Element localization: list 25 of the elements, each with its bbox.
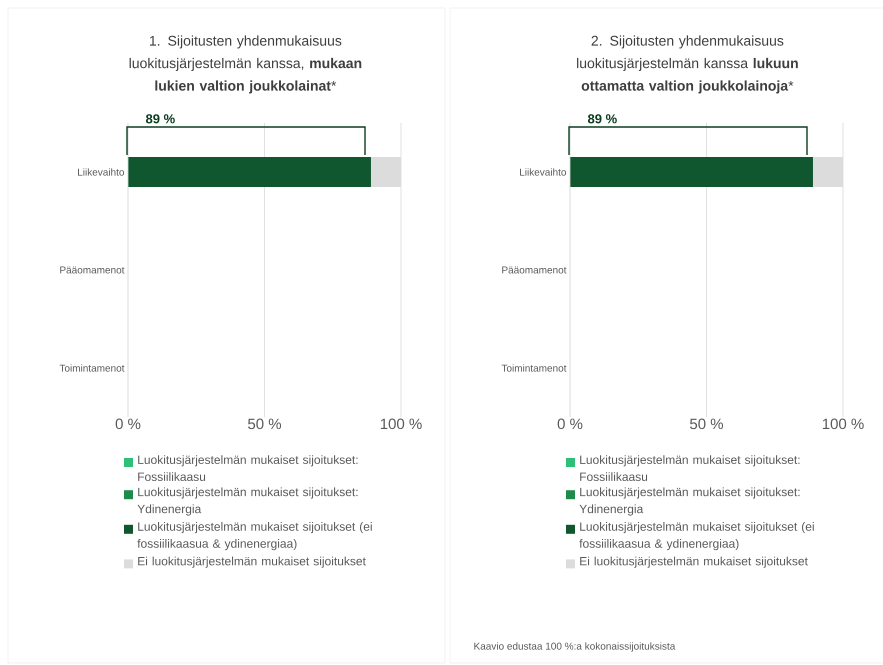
y-tick-label: Pääomamenot bbox=[60, 266, 124, 274]
y-tick-label: Toimintamenot bbox=[60, 364, 124, 372]
annotation: 89 % bbox=[146, 114, 175, 124]
x-tick-label: 100 % bbox=[822, 418, 864, 430]
y-tick-label: Pääomamenot bbox=[502, 266, 566, 274]
legend-label: Ei luokitusjärjestelmän mukaiset sijoitukset bbox=[580, 556, 808, 568]
legend-label: Luokitusjärjestelmän mukaiset sijoitukset: Ydinenergia bbox=[137, 487, 358, 516]
legend-label: Luokitusjärjestelmän mukaiset sijoitukset: Ydinenergia bbox=[579, 487, 800, 516]
legend-label: Ei luokitusjärjestelmän mukaiset sijoitukset bbox=[138, 556, 366, 568]
chart-title: 2. Sijoitusten yhdenmukaisuus luokitusjärjestelmän kanssa lukuun ottamatta valtion joukkolainoja* bbox=[577, 35, 798, 94]
x-tick-label: 50 % bbox=[690, 418, 724, 430]
chart-title: 1. Sijoitusten yhdenmukaisuus luokitusjärjestelmän kanssa, mukaan lukien valtion joukkolainat* bbox=[130, 35, 362, 94]
text: Kaavio edustaa 100 %:a kokonaissijoituksista bbox=[474, 642, 676, 652]
legend-label: Luokitusjärjestelmän mukaiset sijoitukset: Fossiilikaasu bbox=[580, 455, 800, 482]
legend-label: Luokitusjärjestelmän mukaiset sijoitukset: Fossiilikaasu bbox=[138, 455, 358, 482]
x-tick-label: 100 % bbox=[380, 418, 422, 430]
legend-label: Luokitusjärjestelmän mukaiset sijoitukset (ei fossiilikaasua & ydinenergiaa) bbox=[579, 522, 814, 550]
x-tick-label: 0 % bbox=[558, 418, 582, 430]
y-tick-label: Toimintamenot bbox=[502, 364, 566, 372]
annotation: 89 % bbox=[588, 114, 617, 124]
legend-label: Luokitusjärjestelmän mukaiset sijoitukset (ei fossiilikaasua & ydinenergiaa) bbox=[137, 522, 372, 550]
x-tick-label: 50 % bbox=[248, 418, 282, 430]
y-tick-label: Liikevaihto bbox=[520, 168, 566, 176]
y-tick-label: Liikevaihto bbox=[78, 168, 124, 176]
x-tick-label: 0 % bbox=[116, 418, 140, 430]
